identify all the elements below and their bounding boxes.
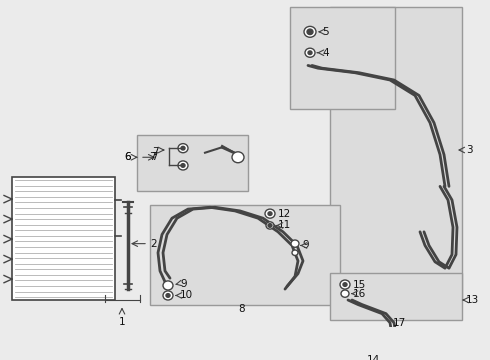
- Text: 12: 12: [278, 209, 291, 219]
- Circle shape: [163, 281, 173, 290]
- Bar: [150, 204, 340, 305]
- Bar: [330, 7, 462, 300]
- Text: 13: 13: [466, 295, 479, 305]
- Text: 5: 5: [322, 27, 329, 37]
- Circle shape: [181, 164, 185, 167]
- Circle shape: [292, 250, 298, 256]
- Circle shape: [343, 283, 347, 286]
- Circle shape: [181, 147, 185, 150]
- Text: 15: 15: [353, 280, 366, 289]
- Text: 1: 1: [119, 317, 125, 327]
- Circle shape: [291, 240, 299, 247]
- Circle shape: [341, 290, 349, 297]
- Text: 11: 11: [278, 220, 291, 230]
- Bar: [330, 273, 462, 320]
- Circle shape: [232, 152, 244, 163]
- Circle shape: [268, 212, 272, 215]
- Circle shape: [163, 291, 173, 300]
- Circle shape: [166, 294, 170, 297]
- Circle shape: [266, 222, 274, 229]
- Text: 7: 7: [149, 152, 156, 162]
- Circle shape: [352, 355, 362, 360]
- Bar: [137, 135, 248, 191]
- Circle shape: [265, 209, 275, 218]
- Circle shape: [340, 280, 350, 289]
- Text: 2: 2: [150, 239, 157, 249]
- Text: 17: 17: [393, 318, 406, 328]
- Bar: [12, 177, 115, 300]
- Text: 10: 10: [180, 291, 193, 301]
- Text: 4: 4: [322, 48, 329, 58]
- Text: 8: 8: [239, 304, 245, 314]
- Text: 7: 7: [152, 147, 158, 157]
- Text: 9: 9: [180, 279, 187, 289]
- Circle shape: [178, 161, 188, 170]
- Text: 16: 16: [353, 289, 366, 299]
- Text: 7: 7: [151, 152, 158, 162]
- Circle shape: [305, 48, 315, 57]
- Circle shape: [307, 29, 313, 35]
- Text: 6: 6: [124, 152, 131, 162]
- Text: 14: 14: [367, 355, 380, 360]
- Bar: [290, 7, 395, 109]
- Circle shape: [178, 144, 188, 153]
- Circle shape: [308, 51, 312, 55]
- Circle shape: [304, 26, 316, 37]
- Text: 9: 9: [302, 240, 309, 251]
- Text: 6: 6: [124, 152, 131, 162]
- Text: 3: 3: [466, 145, 473, 155]
- Circle shape: [268, 224, 272, 227]
